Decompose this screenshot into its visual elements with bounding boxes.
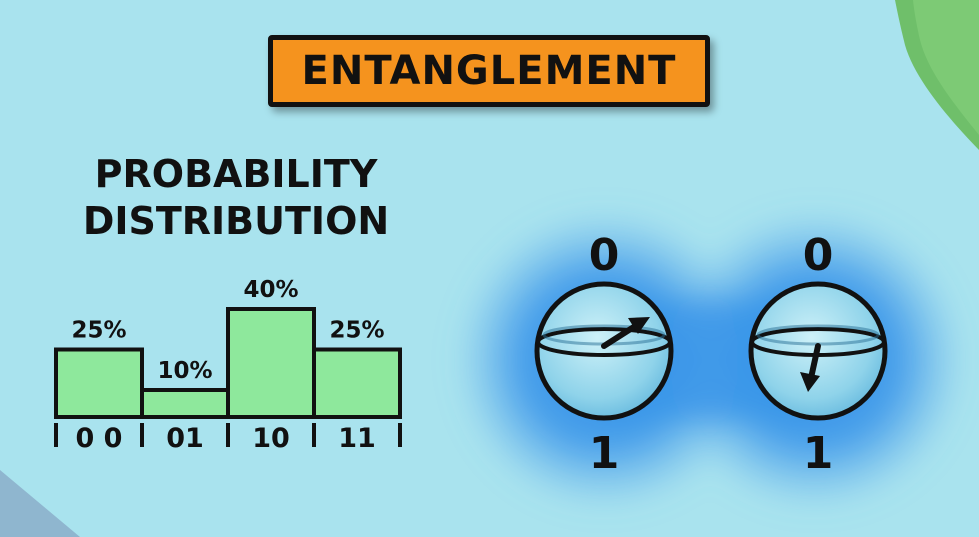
bar-0 — [54, 347, 144, 419]
category-label: 10 — [252, 423, 290, 454]
bar-value-label: 25% — [329, 318, 384, 344]
qubit-sphere-2 — [748, 281, 888, 421]
category-label: 01 — [166, 423, 204, 454]
heading-line-1: PROBABILITY — [94, 152, 378, 196]
corner-blob-highlight — [913, 0, 979, 135]
heading-line-2: DISTRIBUTION — [82, 199, 390, 243]
qubit-sphere-1 — [534, 281, 674, 421]
bar-value-label: 25% — [71, 318, 126, 344]
probability-bar-chart: 25% 0 0 10% 01 40% 10 25% 11 — [54, 277, 402, 454]
bar-3 — [312, 347, 402, 419]
title-text: ENTANGLEMENT — [301, 48, 677, 94]
qubit-2-top-label: 0 — [803, 230, 834, 281]
qubit-2-bottom-label: 1 — [803, 428, 834, 479]
bar-value-label: 40% — [243, 277, 298, 303]
category-label: 0 0 — [76, 423, 123, 454]
title-badge: ENTANGLEMENT — [268, 35, 710, 107]
entanglement-glow — [455, 210, 965, 510]
state-arrow-icon — [808, 343, 821, 381]
bar-2 — [226, 307, 316, 419]
category-label: 11 — [338, 423, 376, 454]
qubit-1-bottom-label: 1 — [589, 428, 620, 479]
bar-1 — [140, 388, 230, 419]
bar-value-label: 10% — [157, 358, 212, 384]
corner-wedge-blue — [0, 470, 80, 537]
qubit-1-top-label: 0 — [589, 230, 620, 281]
